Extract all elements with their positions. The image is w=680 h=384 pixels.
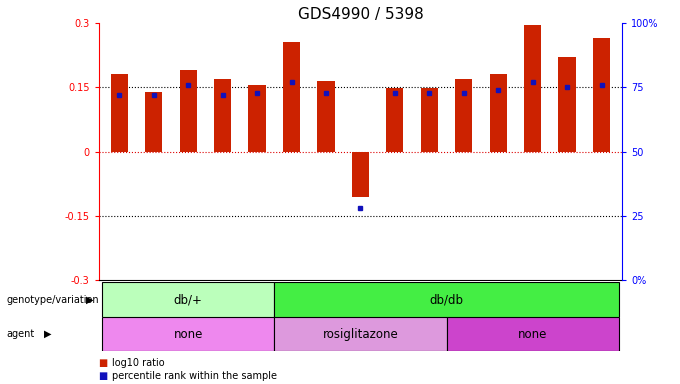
Text: ■: ■: [99, 358, 108, 368]
Text: ▶: ▶: [44, 329, 52, 339]
Bar: [455, 79, 473, 152]
Bar: [447, 317, 619, 351]
Bar: [274, 282, 619, 317]
Text: db/+: db/+: [173, 293, 203, 306]
Text: ■: ■: [99, 371, 108, 381]
Bar: [102, 317, 274, 351]
Text: genotype/variation: genotype/variation: [7, 295, 99, 305]
Bar: [248, 85, 266, 152]
Bar: [490, 74, 507, 152]
Bar: [558, 57, 576, 152]
Text: rosiglitazone: rosiglitazone: [322, 328, 398, 341]
Bar: [214, 79, 231, 152]
Bar: [111, 74, 128, 152]
Bar: [421, 88, 438, 152]
Text: ▶: ▶: [86, 295, 94, 305]
Bar: [386, 88, 403, 152]
Text: none: none: [518, 328, 547, 341]
Bar: [283, 42, 300, 152]
Bar: [274, 317, 447, 351]
Bar: [352, 152, 369, 197]
Title: GDS4990 / 5398: GDS4990 / 5398: [298, 7, 423, 22]
Text: db/db: db/db: [430, 293, 464, 306]
Text: percentile rank within the sample: percentile rank within the sample: [112, 371, 277, 381]
Text: agent: agent: [7, 329, 35, 339]
Bar: [318, 81, 335, 152]
Bar: [145, 92, 163, 152]
Bar: [593, 38, 610, 152]
Bar: [180, 70, 197, 152]
Bar: [524, 25, 541, 152]
Text: none: none: [173, 328, 203, 341]
Bar: [102, 282, 274, 317]
Text: log10 ratio: log10 ratio: [112, 358, 165, 368]
